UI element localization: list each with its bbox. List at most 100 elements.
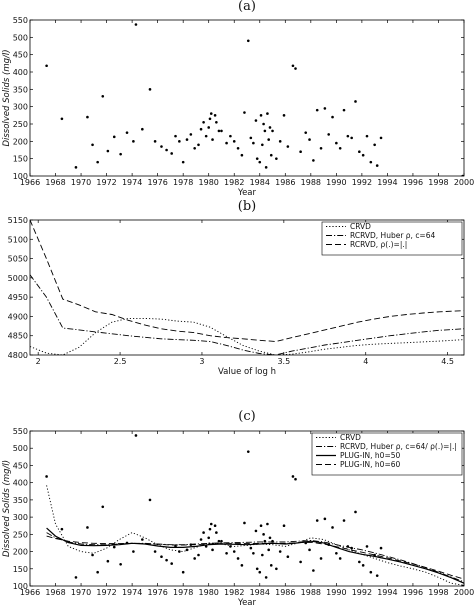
data-point: [264, 166, 268, 169]
data-point: [236, 557, 240, 560]
data-point: [282, 114, 286, 117]
y-tick-label: 4850: [8, 332, 28, 341]
data-point: [240, 153, 244, 157]
x-tick-label: 1966: [20, 588, 40, 597]
data-point: [229, 134, 232, 138]
data-point: [323, 107, 327, 110]
data-point: [165, 148, 168, 152]
y-tick-label: 550: [13, 16, 28, 25]
data-point: [373, 143, 376, 147]
data-point: [282, 524, 286, 528]
data-point: [45, 475, 48, 478]
data-point: [86, 526, 89, 529]
data-point: [199, 538, 203, 541]
data-point: [74, 166, 78, 169]
data-point: [252, 141, 255, 145]
data-point: [211, 138, 214, 141]
data-point: [327, 133, 330, 136]
data-point: [461, 174, 464, 176]
data-point: [259, 114, 263, 117]
data-point: [261, 553, 264, 557]
plot-frame: [29, 19, 465, 177]
data-point: [232, 550, 236, 553]
data-point: [258, 160, 262, 164]
data-point: [255, 157, 259, 160]
data-point: [294, 477, 297, 481]
x-tick-label: 1980: [199, 588, 219, 597]
legend-entry: CRVD: [350, 222, 371, 231]
x-tick-label: 1994: [377, 588, 397, 597]
series-line-2: [46, 527, 464, 584]
data-point: [354, 100, 357, 103]
series-line-3: [46, 535, 464, 580]
data-point: [101, 505, 105, 509]
data-point: [197, 143, 200, 147]
x-tick-label: 2.5: [114, 357, 127, 366]
data-point: [266, 522, 269, 526]
data-point: [243, 521, 246, 525]
data-point: [258, 570, 262, 574]
data-point: [346, 134, 350, 138]
series-line-0: [46, 485, 464, 586]
data-point: [181, 570, 185, 574]
data-point: [342, 108, 346, 112]
data-point: [217, 129, 221, 133]
data-point: [286, 145, 290, 148]
data-point: [132, 140, 135, 143]
data-point: [358, 560, 361, 564]
data-point: [153, 140, 157, 143]
plot-area: [30, 220, 464, 355]
data-point: [60, 527, 64, 531]
data-point: [220, 539, 223, 543]
y-axis-label: Dissolved Solids (mg/l): [2, 49, 12, 146]
data-point: [323, 517, 327, 521]
data-point: [271, 129, 274, 133]
data-point: [208, 117, 212, 121]
x-tick-label: 1976: [147, 588, 167, 597]
data-point: [213, 524, 217, 528]
plot-area: [45, 434, 464, 586]
y-tick-label: 250: [13, 120, 28, 129]
data-point: [308, 548, 311, 552]
x-axis-label: Year: [237, 598, 257, 608]
y-tick-label: 450: [13, 51, 28, 60]
data-point: [304, 131, 308, 134]
x-tick-label: 1984: [250, 588, 270, 597]
data-point: [96, 160, 99, 164]
data-point: [209, 522, 213, 526]
data-point: [267, 548, 271, 552]
data-point: [312, 159, 315, 162]
data-point: [232, 140, 236, 143]
data-point: [331, 526, 334, 529]
panel-1: (b) 2 2.5 3 3.5 4 4.5 4800 4850 4900 4950 5000 5050 5…: [8, 199, 465, 377]
y-tick-label: 250: [13, 530, 28, 539]
data-point: [361, 153, 365, 157]
y-tick-label: 5050: [8, 255, 28, 264]
data-point: [74, 576, 78, 579]
data-point: [240, 564, 244, 567]
data-point: [193, 557, 196, 560]
data-point: [361, 564, 365, 567]
data-point: [236, 146, 240, 150]
panel-label: (c): [238, 409, 255, 424]
data-point: [291, 475, 295, 478]
panel-label: (a): [238, 0, 256, 14]
data-point: [268, 126, 272, 129]
data-point: [373, 553, 376, 557]
y-axis-label: Dissolved Solids (mg/l): [2, 460, 12, 557]
data-point: [119, 152, 122, 156]
data-point: [267, 138, 271, 141]
data-point: [259, 524, 263, 528]
data-point: [299, 560, 302, 564]
y-tick-label: 4950: [8, 293, 28, 302]
data-point: [197, 553, 200, 557]
data-point: [365, 134, 369, 138]
panel-0: (a) 1966 1968 1970 1972 1974 1976 1978 1980 1982 1…: [2, 0, 474, 198]
data-point: [215, 531, 218, 534]
data-point: [91, 553, 94, 557]
y-tick-label: 350: [13, 85, 28, 94]
y-tick-label: 500: [13, 33, 28, 42]
x-axis-label: Year: [237, 188, 257, 198]
y-tick-label: 500: [13, 444, 28, 453]
x-tick-label: 1990: [326, 178, 346, 187]
